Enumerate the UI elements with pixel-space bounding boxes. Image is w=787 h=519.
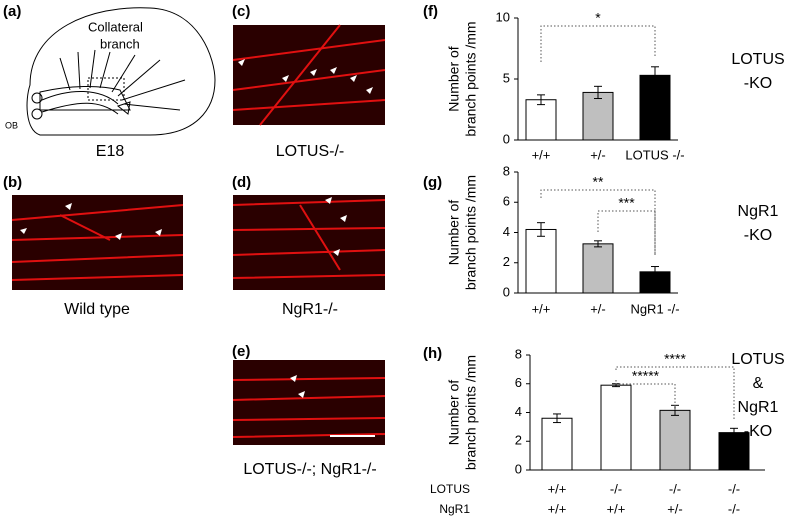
side-label: LOTUS [731,51,784,68]
significance-bracket [597,210,656,255]
y-tick-label: 6 [515,375,522,390]
panel-label: (h) [423,345,442,362]
y-axis-label: branch points /mm [463,175,479,290]
significance-label: ***** [632,368,660,384]
x-tick-label: +/+ [607,501,626,516]
bar [718,432,750,471]
y-tick-label: 0 [503,284,510,299]
caption: LOTUS-/- [276,143,344,160]
panel-label: (g) [423,174,442,191]
caption: E18 [96,143,125,160]
side-label: -KO [744,227,772,244]
x-tick-label: -/- [728,501,740,516]
x-tick-label: +/+ [532,301,551,316]
bar [582,91,614,141]
side-label: LOTUS [731,351,784,368]
significance-bracket [615,366,735,420]
y-tick-label: 2 [503,254,510,269]
diagram-label: Collateral [88,19,143,34]
y-axis-label: Number of [446,46,462,111]
bar [600,384,632,471]
panel-label: (c) [232,3,250,20]
y-axis-label: Number of [446,380,462,445]
panel-label: (b) [3,174,22,191]
x-tick-label: +/- [667,501,683,516]
panel-label: (a) [3,3,21,20]
row-label: LOTUS [430,482,470,496]
side-label: NgR1 [738,203,779,220]
y-tick-label: 2 [515,433,522,448]
x-tick-label: LOTUS -/- [625,147,684,162]
y-tick-label: 8 [503,163,510,178]
brain-diagram [26,7,216,136]
x-tick-label: +/+ [548,481,567,496]
significance-label: *** [618,195,635,211]
y-tick-label: 0 [515,461,522,476]
bar [582,243,614,294]
y-tick-label: 10 [496,9,510,24]
y-tick-label: 8 [515,346,522,361]
significance-label: * [595,10,601,26]
y-tick-label: 4 [503,224,510,239]
bar [541,417,573,471]
row-label: NgR1 [439,502,470,516]
y-tick-label: 5 [503,70,510,85]
panel-label: (d) [232,174,251,191]
bar [525,228,557,294]
significance-label: ** [593,174,604,190]
side-label: & [753,375,764,392]
diagram-label: branch [100,36,140,51]
bar [639,74,671,141]
x-tick-label: +/+ [532,147,551,162]
panel-label: (f) [423,3,438,20]
y-tick-label: 4 [515,404,522,419]
significance-label: **** [664,351,686,367]
caption: NgR1-/- [282,301,338,318]
x-tick-label: +/+ [548,501,567,516]
x-tick-label: -/- [669,481,681,496]
y-tick-label: 0 [503,131,510,146]
micrograph [11,24,386,445]
x-tick-label: -/- [610,481,622,496]
x-tick-label: +/- [590,147,606,162]
y-axis-label: branch points /mm [463,21,479,136]
bar [659,409,691,471]
side-label: NgR1 [738,399,779,416]
y-tick-label: 6 [503,194,510,209]
panel-label: (e) [232,343,250,360]
bar [525,99,557,141]
caption: LOTUS-/-; NgR1-/- [243,461,376,478]
side-label: -KO [744,423,772,440]
y-axis-label: Number of [446,200,462,265]
y-axis-label: branch points /mm [463,355,479,470]
significance-bracket [540,189,656,255]
x-tick-label: NgR1 -/- [630,301,679,316]
diagram-ob: OB [5,120,18,130]
x-tick-label: +/- [590,301,606,316]
significance-bracket [540,25,656,62]
side-label: -KO [744,75,772,92]
x-tick-label: -/- [728,481,740,496]
caption: Wild type [64,301,130,318]
